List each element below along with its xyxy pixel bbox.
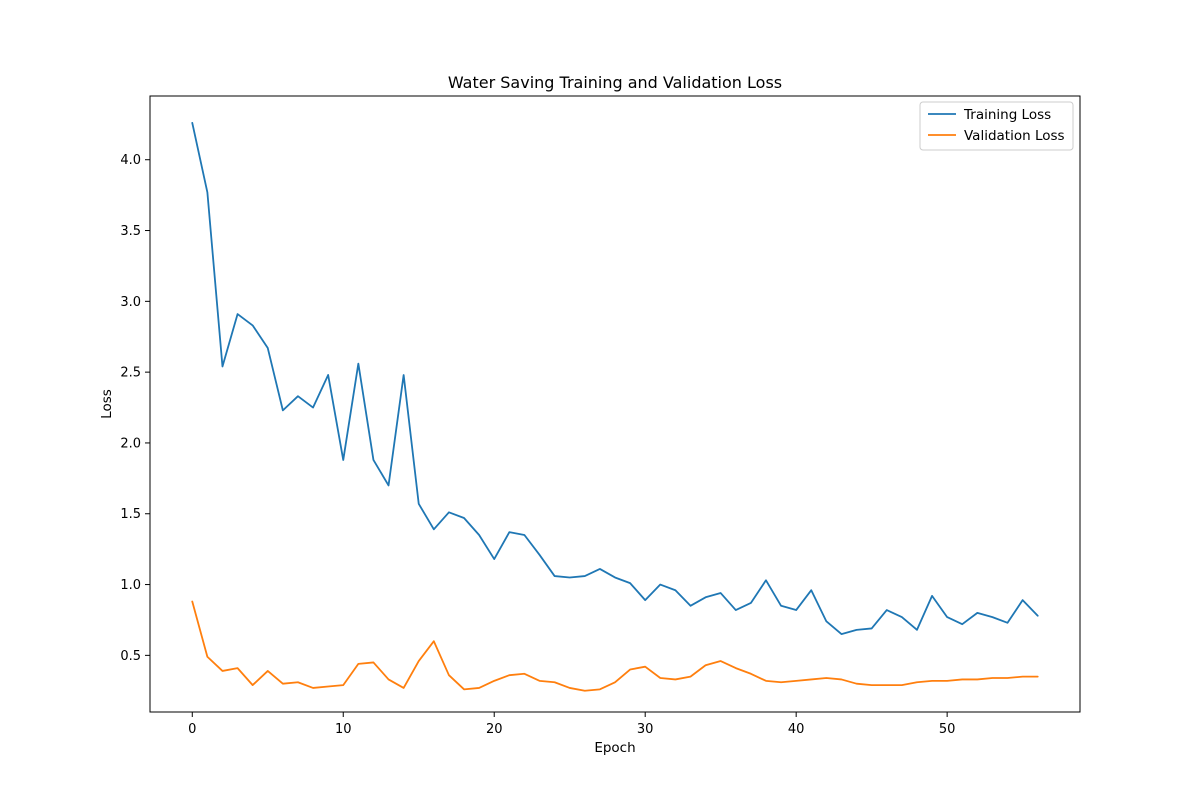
series-line-training-loss <box>191 122 1039 636</box>
x-tick-label: 30 <box>637 722 654 737</box>
chart-title: Water Saving Training and Validation Los… <box>448 73 782 92</box>
series-group <box>191 122 1039 692</box>
y-tick-label: 2.0 <box>120 436 141 451</box>
legend-box <box>919 101 1074 151</box>
y-tick-label: 3.5 <box>120 224 141 239</box>
legend: Training Loss Validation Loss <box>919 101 1074 151</box>
y-axis-title: Loss <box>99 389 115 419</box>
plot-frame <box>149 95 1081 713</box>
y-axis: 0.5 1.0 1.5 2.0 2.5 3.0 3.5 4.0 <box>120 153 150 664</box>
x-tick-label: 0 <box>188 722 196 737</box>
legend-label: Training Loss <box>963 107 1051 123</box>
x-axis: 0 10 20 30 40 50 <box>188 712 955 737</box>
legend-label: Validation Loss <box>964 128 1065 144</box>
x-tick-label: 50 <box>939 722 956 737</box>
plot-area <box>149 95 1081 713</box>
x-tick-label: 40 <box>788 722 805 737</box>
plot-background <box>150 96 1080 712</box>
y-tick-label: 0.5 <box>120 649 141 664</box>
y-tick-label: 1.0 <box>120 578 141 593</box>
y-tick-label: 3.0 <box>120 295 141 310</box>
x-tick-label: 20 <box>486 722 503 737</box>
x-axis-title: Epoch <box>594 740 635 756</box>
y-tick-label: 1.5 <box>120 507 141 522</box>
y-tick-label: 2.5 <box>120 366 141 381</box>
x-tick-label: 10 <box>335 722 352 737</box>
y-tick-label: 4.0 <box>120 153 141 168</box>
series-line-validation-loss <box>191 600 1039 692</box>
